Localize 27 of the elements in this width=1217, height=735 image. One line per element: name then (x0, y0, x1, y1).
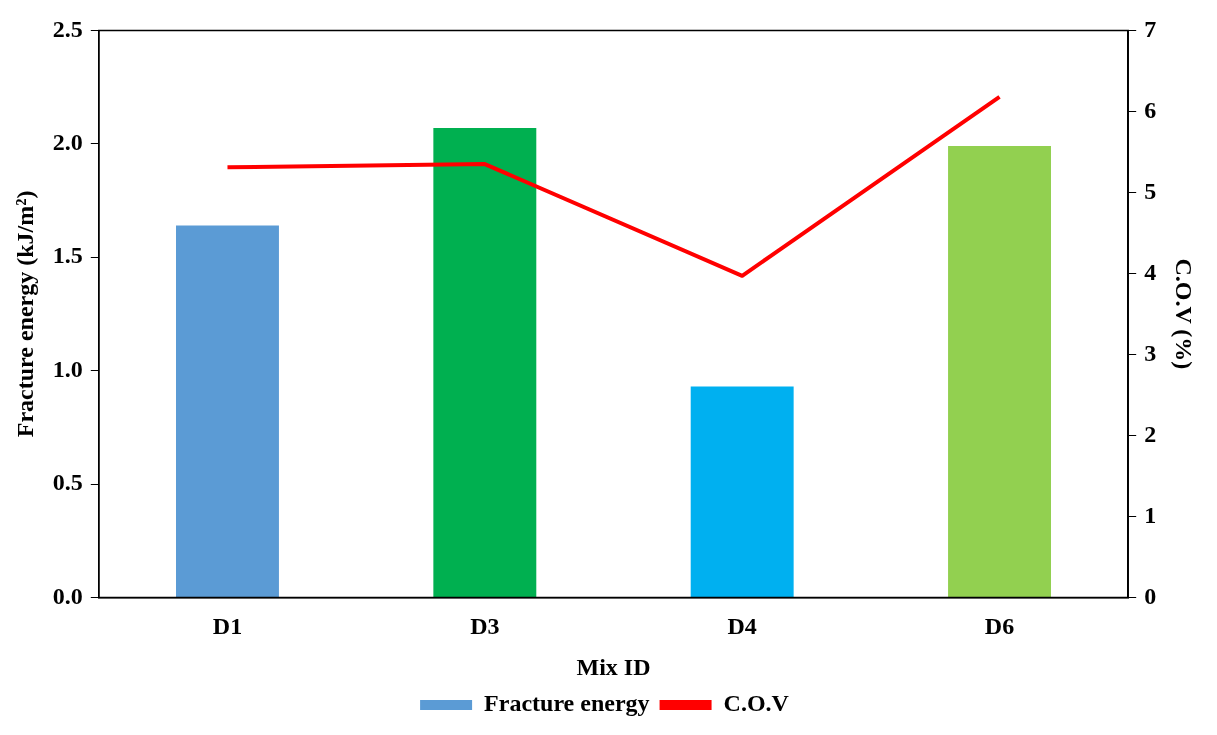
x-tick-label: D3 (470, 613, 500, 639)
y-tick-label: 0.0 (52, 582, 83, 609)
bar (433, 127, 537, 597)
y2-tick-label: 2 (1144, 420, 1157, 447)
y-tick-label: 1.0 (52, 355, 83, 382)
x-tick-label: D1 (212, 613, 243, 639)
bar (948, 146, 1051, 597)
y2-tick-label: 4 (1144, 258, 1157, 285)
y-tick-label: 2.0 (52, 129, 83, 155)
y2-tick-label: 3 (1144, 339, 1157, 366)
y2-tick-label: 7 (1144, 15, 1157, 42)
bar (690, 386, 794, 597)
y2-tick-label: 0 (1144, 582, 1157, 609)
y-tick-label: 2.5 (52, 15, 83, 42)
y-tick-label: 1.5 (52, 242, 83, 269)
bar (176, 225, 279, 597)
y-tick-label: 0.5 (52, 469, 83, 496)
legend-label: Fracture energy (484, 690, 650, 717)
x-tick-label: D4 (727, 613, 757, 639)
y-axis-title: Fracture energy (kJ/m²) (11, 190, 38, 438)
y2-tick-label: 6 (1144, 96, 1157, 123)
x-tick-label: D6 (984, 613, 1015, 639)
y2-tick-label: 5 (1144, 177, 1157, 204)
legend-label: C.O.V (723, 690, 790, 717)
y2-tick-label: 1 (1144, 501, 1157, 528)
x-axis-title: Mix ID (576, 653, 651, 680)
y2-axis-title: C.O.V (%) (1171, 258, 1198, 370)
